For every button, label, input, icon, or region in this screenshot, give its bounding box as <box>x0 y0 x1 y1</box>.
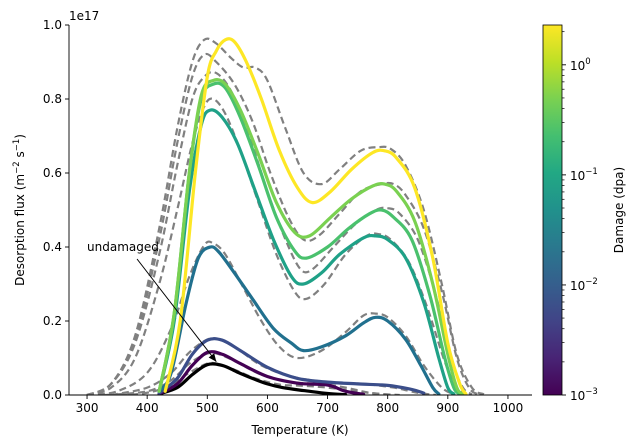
colorbar-tick-label: 10−3 <box>570 387 598 403</box>
x-axis-label: Temperature (K) <box>250 423 348 437</box>
series-line-0 <box>157 362 348 395</box>
axes <box>68 25 532 396</box>
y-offset-label: 1e17 <box>69 9 99 23</box>
model-fit-line-1 <box>105 351 394 395</box>
model-fit-line-6 <box>86 52 479 395</box>
y-axis-label: Desorption flux (m−2 s−1) <box>12 134 27 286</box>
annotation-arrowhead <box>208 353 217 362</box>
x-tick-label: 600 <box>256 401 279 415</box>
annotation-text: undamaged <box>87 240 159 254</box>
series-line-1 <box>157 350 366 395</box>
colorbar-label: Damage (dpa) <box>612 167 626 253</box>
model-fit-line-5 <box>86 70 473 395</box>
undamaged-annotation: undamaged <box>87 240 217 363</box>
y-tick-label: 0.8 <box>43 92 62 106</box>
series-line-6 <box>157 77 465 395</box>
y-tick-label: 0.2 <box>43 314 62 328</box>
colorbar: 10−3 10−2 10−1 100 Damage (dpa) <box>542 24 626 403</box>
x-tick-label: 1000 <box>493 401 524 415</box>
colorbar-gradient <box>542 24 563 396</box>
x-tick-label: 300 <box>76 401 99 415</box>
x-tick-label: 800 <box>376 401 399 415</box>
colorbar-tick-label: 100 <box>570 57 591 73</box>
series-line-3 <box>157 245 441 395</box>
y-tick-label: 0.0 <box>43 388 62 402</box>
model-fit-line-3 <box>86 240 455 395</box>
y-tick-label: 0.4 <box>43 240 62 254</box>
model-fit-line-7 <box>86 37 485 395</box>
x-tick-label: 400 <box>136 401 159 415</box>
x-tick-label: 500 <box>196 401 219 415</box>
x-ticks: 300 400 500 600 700 800 900 1000 <box>76 395 524 415</box>
y-tick-label: 1.0 <box>43 18 62 32</box>
x-tick-label: 700 <box>316 401 339 415</box>
series-line-5 <box>157 81 462 395</box>
colorbar-ticks: 10−3 10−2 10−1 100 <box>562 31 598 403</box>
y-tick-label: 0.6 <box>43 166 62 180</box>
series-line-7 <box>163 37 468 395</box>
series-line-2 <box>157 337 426 395</box>
plot-area: 300 400 500 600 700 800 900 1000 0.00.20.40.60.… <box>12 9 532 437</box>
annotation-arrow <box>136 258 217 363</box>
x-tick-label: 900 <box>436 401 459 415</box>
data-series-lines <box>157 37 468 395</box>
colorbar-tick-label: 10−1 <box>570 167 598 183</box>
y-ticks: 0.0 0.2 0.4 0.6 0.8 1.0 <box>43 18 69 402</box>
colorbar-tick-label: 10−2 <box>570 277 598 293</box>
